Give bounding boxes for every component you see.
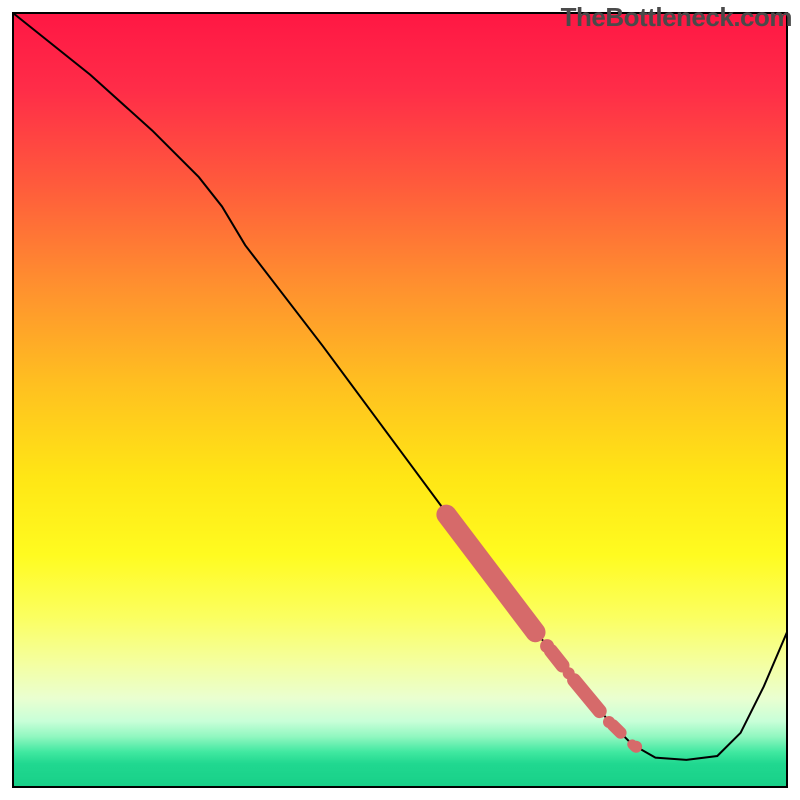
watermark-text: TheBottleneck.com (561, 2, 792, 33)
chart-svg (0, 0, 800, 800)
bottleneck-chart: TheBottleneck.com (0, 0, 800, 800)
gradient-background (13, 13, 787, 787)
